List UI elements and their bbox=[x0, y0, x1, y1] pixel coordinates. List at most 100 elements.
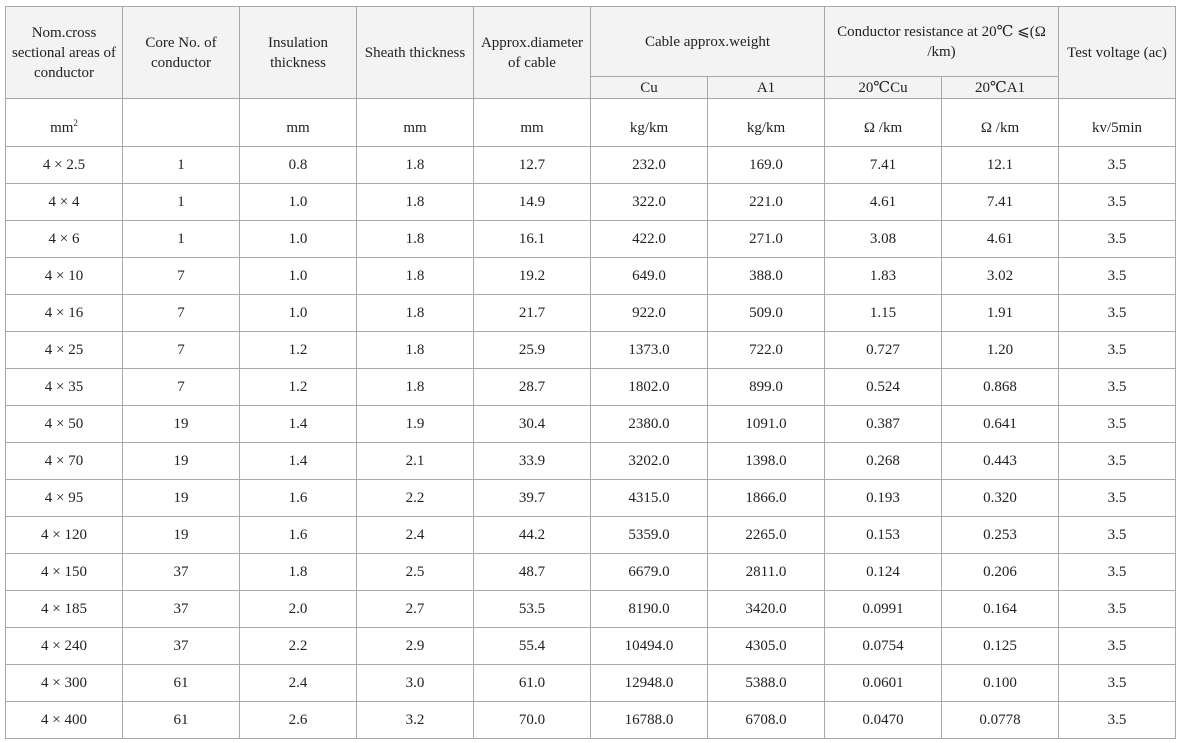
cell-insulation: 1.0 bbox=[239, 220, 357, 258]
cell-insulation: 0.8 bbox=[239, 146, 357, 184]
table-row: 4 × 16 7 1.0 1.8 21.7 922.0 509.0 1.15 1.91 3.5 bbox=[5, 294, 1177, 332]
cell-res-cu: 0.193 bbox=[824, 479, 942, 517]
cell-weight-al: 169.0 bbox=[707, 146, 825, 184]
cell-voltage: 3.5 bbox=[1058, 183, 1177, 221]
cell-weight-cu: 16788.0 bbox=[590, 701, 708, 739]
cell-sheath: 1.8 bbox=[356, 257, 474, 295]
cell-voltage: 3.5 bbox=[1058, 331, 1177, 369]
cell-voltage: 3.5 bbox=[1058, 590, 1177, 628]
header-row-main: Nom.cross sectional areas of conductor C… bbox=[5, 6, 1177, 99]
cell-weight-al: 722.0 bbox=[707, 331, 825, 369]
cell-res-al: 0.0778 bbox=[940, 701, 1060, 739]
cell-area: 4 × 25 bbox=[5, 331, 123, 369]
cell-res-al: 0.443 bbox=[940, 442, 1060, 480]
table-row: 4 × 150 37 1.8 2.5 48.7 6679.0 2811.0 0.124 0.20… bbox=[5, 553, 1177, 591]
table-row: 4 × 120 19 1.6 2.4 44.2 5359.0 2265.0 0.153 0.25… bbox=[5, 516, 1177, 554]
cell-voltage: 3.5 bbox=[1058, 701, 1177, 739]
cell-res-cu: 0.124 bbox=[824, 553, 942, 591]
unit-voltage: kv/5min bbox=[1058, 98, 1177, 147]
cell-sheath: 3.2 bbox=[356, 701, 474, 739]
cell-weight-al: 5388.0 bbox=[707, 664, 825, 702]
cell-core: 37 bbox=[122, 627, 240, 665]
cell-voltage: 3.5 bbox=[1058, 516, 1177, 554]
cell-diameter: 53.5 bbox=[473, 590, 591, 628]
cell-weight-cu: 232.0 bbox=[590, 146, 708, 184]
cell-res-cu: 0.387 bbox=[824, 405, 942, 443]
cell-diameter: 14.9 bbox=[473, 183, 591, 221]
cell-res-al: 0.164 bbox=[940, 590, 1060, 628]
cell-diameter: 33.9 bbox=[473, 442, 591, 480]
cell-core: 37 bbox=[122, 553, 240, 591]
cell-diameter: 48.7 bbox=[473, 553, 591, 591]
cell-diameter: 12.7 bbox=[473, 146, 591, 184]
cell-diameter: 21.7 bbox=[473, 294, 591, 332]
cell-weight-cu: 422.0 bbox=[590, 220, 708, 258]
cell-insulation: 1.8 bbox=[239, 553, 357, 591]
cell-res-al: 12.1 bbox=[940, 146, 1060, 184]
cell-res-cu: 0.727 bbox=[824, 331, 942, 369]
cell-core: 19 bbox=[122, 479, 240, 517]
header-row-sub: Cu A1 20℃Cu 20℃A1 bbox=[6, 76, 1176, 99]
cell-res-cu: 0.0991 bbox=[824, 590, 942, 628]
cell-sheath: 1.8 bbox=[356, 183, 474, 221]
table-row: 4 × 25 7 1.2 1.8 25.9 1373.0 722.0 0.727 1.20 3.5 bbox=[5, 331, 1177, 369]
cell-core: 1 bbox=[122, 220, 240, 258]
cell-insulation: 1.4 bbox=[239, 405, 357, 443]
cell-insulation: 1.0 bbox=[239, 183, 357, 221]
header-resistance-al: 20℃A1 bbox=[940, 76, 1060, 99]
cell-sheath: 2.1 bbox=[356, 442, 474, 480]
header-voltage: Test voltage (ac) bbox=[1058, 6, 1177, 99]
cell-voltage: 3.5 bbox=[1058, 146, 1177, 184]
cell-sheath: 1.8 bbox=[356, 331, 474, 369]
cell-res-cu: 1.83 bbox=[824, 257, 942, 295]
header-weight-cu: Cu bbox=[590, 76, 708, 99]
cell-res-al: 0.206 bbox=[940, 553, 1060, 591]
cell-res-al: 0.125 bbox=[940, 627, 1060, 665]
cell-area: 4 × 6 bbox=[5, 220, 123, 258]
cell-weight-cu: 6679.0 bbox=[590, 553, 708, 591]
unit-area-base: mm bbox=[50, 119, 74, 136]
cell-res-al: 0.253 bbox=[940, 516, 1060, 554]
cell-weight-cu: 2380.0 bbox=[590, 405, 708, 443]
cell-weight-al: 2265.0 bbox=[707, 516, 825, 554]
unit-diameter: mm bbox=[473, 98, 591, 147]
table-row: 4 × 185 37 2.0 2.7 53.5 8190.0 3420.0 0.0991 0.1… bbox=[5, 590, 1177, 628]
cell-voltage: 3.5 bbox=[1058, 220, 1177, 258]
cell-core: 19 bbox=[122, 442, 240, 480]
cell-insulation: 1.6 bbox=[239, 516, 357, 554]
cell-core: 37 bbox=[122, 590, 240, 628]
cell-voltage: 3.5 bbox=[1058, 627, 1177, 665]
cell-weight-cu: 12948.0 bbox=[590, 664, 708, 702]
cell-weight-al: 6708.0 bbox=[707, 701, 825, 739]
table-row: 4 × 35 7 1.2 1.8 28.7 1802.0 899.0 0.524 0.868 3.… bbox=[5, 368, 1177, 406]
cell-weight-al: 271.0 bbox=[707, 220, 825, 258]
cell-weight-cu: 322.0 bbox=[590, 183, 708, 221]
cell-sheath: 2.9 bbox=[356, 627, 474, 665]
cell-res-al: 0.320 bbox=[940, 479, 1060, 517]
cell-diameter: 30.4 bbox=[473, 405, 591, 443]
unit-res-al: Ω /km bbox=[940, 98, 1060, 147]
cell-area: 4 × 185 bbox=[5, 590, 123, 628]
cell-res-cu: 0.524 bbox=[824, 368, 942, 406]
header-diameter: Approx.diameter of cable bbox=[473, 6, 591, 99]
cell-voltage: 3.5 bbox=[1058, 442, 1177, 480]
cell-weight-cu: 649.0 bbox=[590, 257, 708, 295]
cell-core: 7 bbox=[122, 368, 240, 406]
cell-core: 7 bbox=[122, 257, 240, 295]
cell-weight-cu: 1373.0 bbox=[590, 331, 708, 369]
unit-insulation: mm bbox=[239, 98, 357, 147]
cell-res-cu: 0.0754 bbox=[824, 627, 942, 665]
cell-sheath: 1.9 bbox=[356, 405, 474, 443]
table-row: 4 × 2.5 1 0.8 1.8 12.7 232.0 169.0 7.41 12.1 3.5 bbox=[5, 146, 1177, 184]
cell-res-cu: 0.268 bbox=[824, 442, 942, 480]
cell-area: 4 × 10 bbox=[5, 257, 123, 295]
cell-sheath: 1.8 bbox=[356, 146, 474, 184]
cell-sheath: 2.5 bbox=[356, 553, 474, 591]
cell-res-al: 4.61 bbox=[940, 220, 1060, 258]
header-sheath: Sheath thickness bbox=[356, 6, 474, 99]
cell-voltage: 3.5 bbox=[1058, 553, 1177, 591]
cell-insulation: 2.4 bbox=[239, 664, 357, 702]
cell-res-al: 1.91 bbox=[940, 294, 1060, 332]
cell-core: 7 bbox=[122, 331, 240, 369]
cell-weight-al: 221.0 bbox=[707, 183, 825, 221]
